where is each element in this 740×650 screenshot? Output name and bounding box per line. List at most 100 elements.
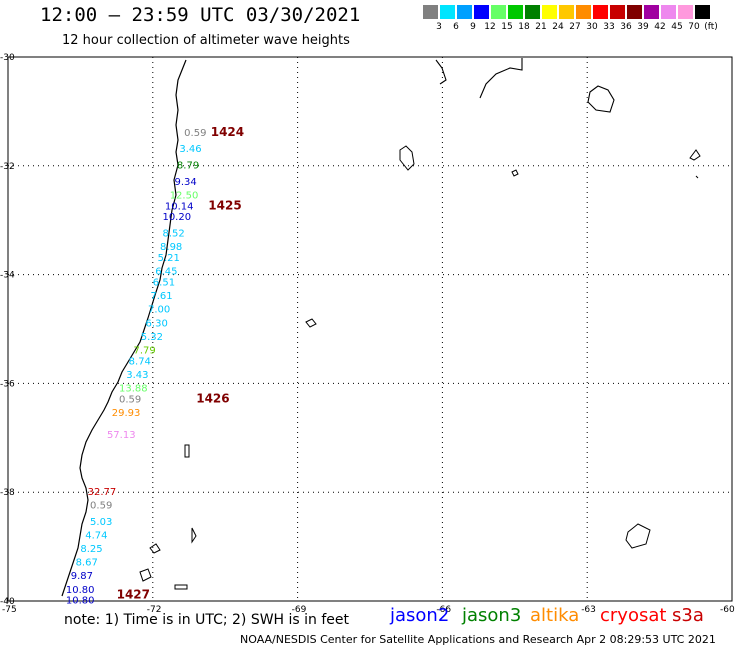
wave-height-reading: 10.14 <box>165 201 194 212</box>
lon-tick-label: -63 <box>581 605 596 615</box>
satellite-name: jason2 <box>390 605 450 626</box>
lat-tick-label: -38 <box>0 488 15 498</box>
legend-label: 3 <box>436 22 442 32</box>
legend-label: 30 <box>586 22 598 32</box>
legend-label: 70 <box>688 22 700 32</box>
legend-swatch <box>508 5 523 19</box>
coast-fragment-3 <box>689 149 701 179</box>
grid-lines <box>8 57 732 601</box>
argentina-coast <box>435 58 615 113</box>
note-text: note: 1) Time is in UTC; 2) SWH is in fe… <box>64 612 350 628</box>
lon-tick-label: -72 <box>147 605 162 615</box>
legend-swatch <box>440 5 455 19</box>
lat-tick-label: -34 <box>0 271 15 281</box>
lat-tick-label: -30 <box>0 53 15 63</box>
axis-labels: -30 -32 -34 -36 -38 -40-75 -72 -69 -66 -63 -60 <box>0 53 735 615</box>
legend-swatch <box>491 5 506 19</box>
legend-swatch <box>542 5 557 19</box>
wave-height-reading: 7.79 <box>133 345 155 356</box>
pass-labels-layer: 1424 1425 1426 1427 <box>117 125 245 601</box>
lon-tick-label: -66 <box>436 605 451 615</box>
wave-height-reading: 8.67 <box>76 558 98 569</box>
legend-label: 39 <box>637 22 649 32</box>
wave-height-reading: 5.03 <box>90 517 112 528</box>
wave-height-reading: 4.74 <box>85 530 107 541</box>
legend-swatch <box>525 5 540 19</box>
legend-swatch <box>576 5 591 19</box>
wave-height-reading: 8.25 <box>80 544 102 555</box>
wave-height-reading: 0.59 <box>184 128 206 139</box>
lon-tick-label: -75 <box>2 605 17 615</box>
legend-label: 18 <box>518 22 530 32</box>
wave-height-reading: 6.30 <box>146 318 168 329</box>
wave-height-reading: 5.32 <box>141 332 163 343</box>
wave-height-reading: 57.13 <box>107 430 136 441</box>
legend-label: 42 <box>654 22 666 32</box>
wave-height-reading: 5.21 <box>158 253 180 264</box>
wave-height-reading: 10.80 <box>66 596 95 607</box>
wave-height-reading: 13.88 <box>119 384 148 395</box>
wave-height-reading: 0.59 <box>90 501 112 512</box>
legend-label: 9 <box>470 22 476 32</box>
legend-swatch <box>678 5 693 19</box>
legend-swatch <box>423 5 438 19</box>
legend-label: 33 <box>603 22 615 32</box>
legend-swatch <box>661 5 676 19</box>
wave-height-reading: 7.61 <box>150 291 172 302</box>
legend-label: 27 <box>569 22 581 32</box>
legend-swatch <box>474 5 489 19</box>
island-2 <box>139 568 152 582</box>
wave-height-reading: 7.00 <box>148 305 170 316</box>
coast-fragment-2 <box>511 169 519 177</box>
legend-swatch <box>559 5 574 19</box>
wave-height-reading: 6.51 <box>153 277 175 288</box>
coast-fragment <box>399 145 415 171</box>
legend-label: 24 <box>552 22 564 32</box>
coast-fragment-4 <box>625 523 651 549</box>
legend-swatch <box>695 5 710 19</box>
wave-height-reading: 10.80 <box>66 585 95 596</box>
satellite-name: cryosat <box>600 605 667 626</box>
wave-height-reading: 10.20 <box>162 212 191 223</box>
wave-height-reading: 8.74 <box>129 356 151 367</box>
pass-number-label: 1424 <box>211 125 244 139</box>
legend-swatch <box>457 5 472 19</box>
wave-height-reading: 3.43 <box>126 370 148 381</box>
pass-number-label: 1426 <box>196 391 229 405</box>
legend-label: 12 <box>484 22 496 32</box>
wave-height-reading: 6.45 <box>155 267 177 278</box>
chile-coastline <box>61 59 187 597</box>
wave-height-reading: 29.93 <box>112 408 141 419</box>
lat-tick-label: -36 <box>0 379 15 389</box>
legend-label: 45 <box>671 22 683 32</box>
page-title: 12:00 — 23:59 UTC 03/30/2021 <box>40 4 361 26</box>
wave-height-reading: 12.50 <box>170 190 199 201</box>
map-frame <box>7 56 733 602</box>
lat-tick-label: -40 <box>0 597 15 607</box>
footer-credit: NOAA/NESDIS Center for Satellite Applica… <box>240 633 716 646</box>
lat-tick-label: -32 <box>0 162 15 172</box>
legend-label: (ft) <box>704 22 718 32</box>
legend-label: 36 <box>620 22 632 32</box>
wave-height-reading: 0.59 <box>119 394 141 405</box>
island-4 <box>184 444 190 458</box>
wave-height-reading: 9.34 <box>175 177 197 188</box>
wave-height-reading: 8.52 <box>162 229 184 240</box>
readings-layer: 0.593.468.799.3412.5010.1410.208.528.985… <box>66 128 207 607</box>
legend-swatch <box>644 5 659 19</box>
pass-number-label: 1427 <box>117 587 150 601</box>
legend-swatch <box>593 5 608 19</box>
page-subtitle: 12 hour collection of altimeter wave hei… <box>62 33 350 48</box>
legend-swatch <box>610 5 625 19</box>
wave-height-reading: 3.46 <box>179 144 201 155</box>
island-1 <box>149 543 161 554</box>
legend-label: 21 <box>535 22 547 32</box>
satellite-name: altika <box>530 605 580 626</box>
legend-label: 15 <box>501 22 513 32</box>
legend-label: 6 <box>453 22 459 32</box>
juan-fernandez-island <box>305 318 317 328</box>
satellite-name: s3a <box>672 605 704 626</box>
lon-tick-label: -69 <box>292 605 307 615</box>
island-3 <box>174 584 188 590</box>
